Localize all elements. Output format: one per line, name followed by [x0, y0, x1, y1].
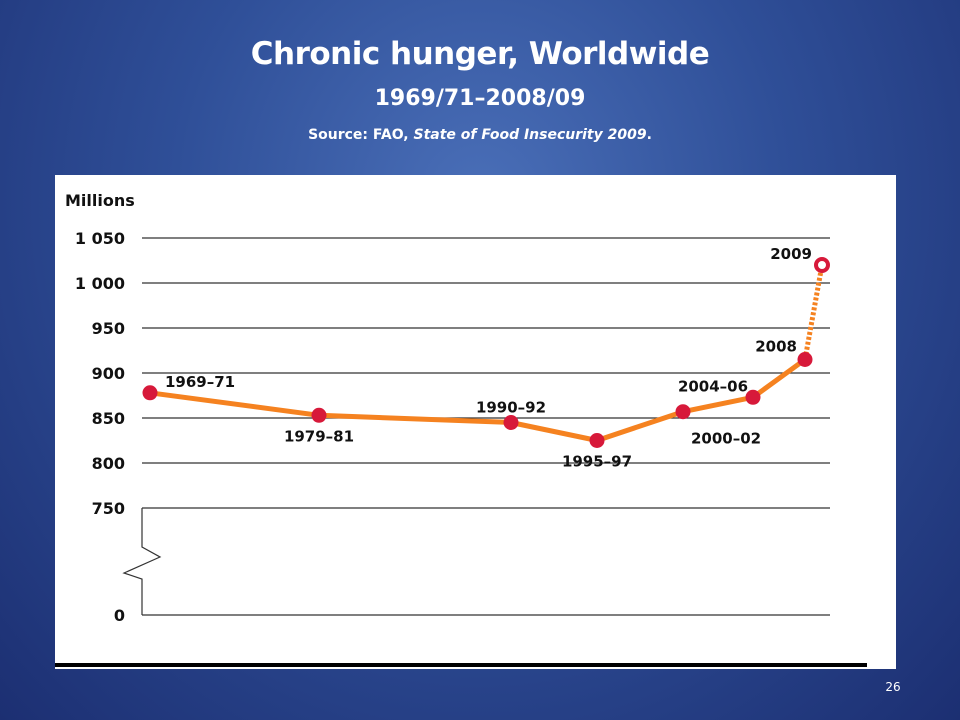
y-axis-label: Millions — [65, 191, 135, 210]
y-tick-label: 850 — [92, 409, 125, 428]
source-prefix: Source: FAO, — [308, 127, 414, 143]
point-label: 1979–81 — [284, 427, 354, 445]
data-point-marker — [503, 415, 519, 430]
source-title: State of Food Insecurity 2009 — [413, 127, 647, 143]
point-label: 1995–97 — [562, 453, 632, 471]
source-suffix: . — [646, 127, 652, 143]
data-markers — [142, 257, 830, 448]
point-label: 1969–71 — [165, 373, 235, 391]
y-tick-label: 950 — [92, 319, 125, 338]
point-label: 2000–02 — [691, 430, 761, 448]
y-tick-label: 1 050 — [75, 229, 125, 248]
data-point-marker — [311, 407, 327, 423]
axis-break — [122, 508, 162, 615]
slide-title: Chronic hunger, Worldwide — [250, 36, 710, 72]
y-tick-label: 800 — [92, 454, 125, 473]
chart-panel: Millions 1 050 1 000 950 900 850 800 750 0 1969… — [55, 175, 896, 669]
source-note: Source: FAO, State of Food Insecurity 20… — [0, 127, 960, 143]
data-point-marker — [142, 385, 158, 401]
y-tick-label: 1 000 — [75, 274, 125, 293]
series-line-projected — [802, 264, 825, 360]
point-label: 2008 — [755, 338, 797, 356]
y-tick-label: 750 — [92, 499, 125, 518]
data-point-marker — [675, 404, 691, 420]
point-labels: 1969–71 1979–81 1990–92 1995–97 2000–02 2004–… — [165, 245, 812, 471]
slide-subtitle: 1969/71–2008/09 — [374, 86, 586, 111]
grid-lines — [142, 237, 830, 616]
projected-point-marker — [814, 257, 830, 273]
point-label: 2004–06 — [678, 377, 748, 395]
y-tick-label: 0 — [114, 606, 125, 625]
data-point-marker — [745, 389, 761, 405]
point-label: 1990–92 — [476, 399, 546, 417]
hunger-line-chart: Millions 1 050 1 000 950 900 850 800 750 0 1969… — [55, 191, 867, 667]
point-label: 2009 — [770, 245, 812, 263]
data-point-marker — [589, 433, 605, 448]
data-point-marker — [797, 352, 813, 367]
page-number: 26 — [885, 680, 901, 694]
y-tick-label: 900 — [92, 364, 125, 383]
y-tick-labels: 1 050 1 000 950 900 850 800 750 0 — [75, 229, 125, 625]
axis-break-line — [122, 508, 162, 615]
